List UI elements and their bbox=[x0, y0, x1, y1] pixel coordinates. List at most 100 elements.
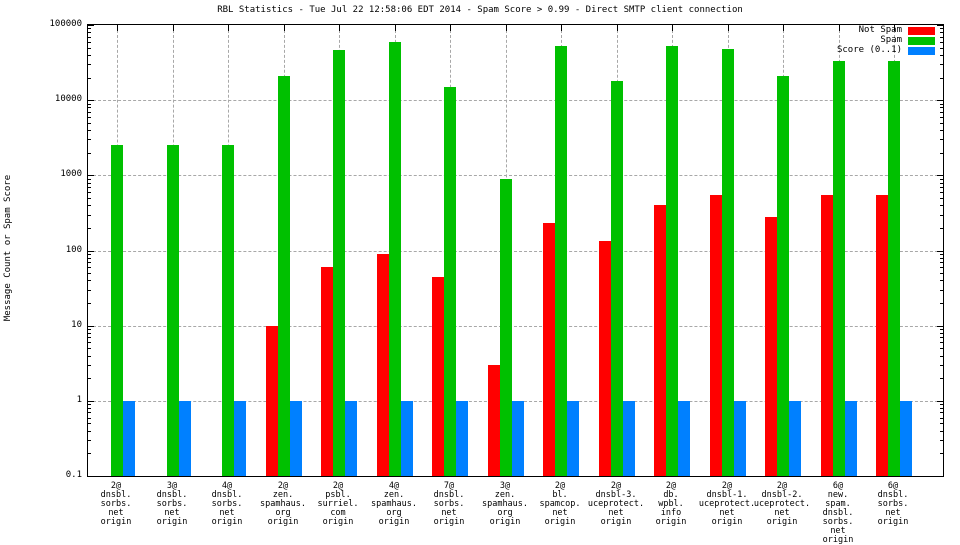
x-tick-label: 2@ db. wpbl. info origin bbox=[655, 481, 687, 527]
bar-not-spam-9 bbox=[599, 241, 611, 476]
legend-swatch bbox=[908, 36, 935, 45]
bar-spam-9 bbox=[611, 81, 623, 476]
bar-spam-1 bbox=[167, 145, 179, 476]
x-tick-label: 3@ dnsbl. sorbs. net origin bbox=[156, 481, 188, 527]
bar-score-0-1--13 bbox=[845, 401, 857, 476]
y-minor-tick-right bbox=[940, 117, 943, 118]
plot-area bbox=[87, 24, 944, 477]
y-minor-tick-left bbox=[88, 112, 91, 113]
y-minor-tick-left bbox=[88, 333, 91, 334]
y-minor-tick-right bbox=[940, 107, 943, 108]
bar-not-spam-4 bbox=[321, 267, 333, 476]
bar-score-0-1--6 bbox=[456, 401, 468, 476]
y-minor-tick-left bbox=[88, 42, 91, 43]
y-minor-tick-right bbox=[940, 342, 943, 343]
y-minor-tick-left bbox=[88, 32, 91, 33]
y-minor-tick-right bbox=[940, 28, 943, 29]
y-minor-tick-left bbox=[88, 348, 91, 349]
y-tick-label: 100 bbox=[65, 245, 82, 255]
legend-swatch bbox=[908, 46, 935, 55]
x-tick-top bbox=[117, 25, 118, 31]
y-minor-tick-right bbox=[940, 215, 943, 216]
y-minor-tick-left bbox=[88, 215, 91, 216]
y-minor-tick-right bbox=[940, 112, 943, 113]
x-tick-label: 2@ psbl. surriel. com origin bbox=[317, 481, 359, 527]
y-minor-tick-right bbox=[940, 290, 943, 291]
y-minor-tick-left bbox=[88, 280, 91, 281]
bar-spam-13 bbox=[833, 61, 845, 476]
y-minor-tick-right bbox=[940, 267, 943, 268]
y-minor-tick-right bbox=[940, 187, 943, 188]
y-minor-tick-left bbox=[88, 55, 91, 56]
bar-not-spam-6 bbox=[432, 277, 444, 476]
y-minor-tick-left bbox=[88, 337, 91, 338]
y-minor-tick-right bbox=[940, 183, 943, 184]
h-gridline bbox=[88, 100, 943, 101]
y-minor-tick-right bbox=[940, 337, 943, 338]
x-tick-top bbox=[228, 25, 229, 31]
y-minor-tick-left bbox=[88, 123, 91, 124]
y-minor-tick-left bbox=[88, 378, 91, 379]
bar-score-0-1--1 bbox=[179, 401, 191, 476]
bar-spam-11 bbox=[722, 49, 734, 476]
h-gridline bbox=[88, 326, 943, 327]
bar-score-0-1--12 bbox=[789, 401, 801, 476]
y-minor-tick-right bbox=[940, 453, 943, 454]
y-minor-tick-right bbox=[940, 356, 943, 357]
y-minor-tick-right bbox=[940, 412, 943, 413]
bar-spam-3 bbox=[278, 76, 290, 476]
y-minor-tick-right bbox=[940, 348, 943, 349]
bar-score-0-1--4 bbox=[345, 401, 357, 476]
bar-spam-2 bbox=[222, 145, 234, 476]
bar-spam-14 bbox=[888, 61, 900, 476]
y-minor-tick-right bbox=[940, 139, 943, 140]
y-minor-tick-left bbox=[88, 48, 91, 49]
y-tick-label: 1000 bbox=[60, 169, 82, 179]
bar-score-0-1--8 bbox=[567, 401, 579, 476]
y-major-tick-left bbox=[88, 100, 94, 101]
y-minor-tick-right bbox=[940, 123, 943, 124]
bar-spam-6 bbox=[444, 87, 456, 476]
y-minor-tick-left bbox=[88, 153, 91, 154]
x-tick-label: 2@ dnsbl-1. uceprotect. net origin bbox=[698, 481, 756, 527]
bar-spam-5 bbox=[389, 42, 401, 476]
x-tick-top bbox=[339, 25, 340, 31]
legend-item: Spam bbox=[755, 36, 935, 45]
legend-label: Spam bbox=[880, 35, 902, 45]
bar-spam-12 bbox=[777, 76, 789, 476]
y-minor-tick-left bbox=[88, 192, 91, 193]
y-minor-tick-left bbox=[88, 440, 91, 441]
legend-item: Score (0..1) bbox=[755, 46, 935, 55]
y-minor-tick-left bbox=[88, 404, 91, 405]
y-minor-tick-right bbox=[940, 258, 943, 259]
bar-not-spam-14 bbox=[876, 195, 888, 476]
y-minor-tick-left bbox=[88, 64, 91, 65]
y-major-tick-left bbox=[88, 326, 94, 327]
legend-label: Not Spam bbox=[858, 25, 902, 35]
x-tick-top bbox=[839, 25, 840, 31]
y-minor-tick-right bbox=[940, 280, 943, 281]
x-tick-label: 2@ dnsbl. sorbs. net origin bbox=[100, 481, 132, 527]
y-minor-tick-right bbox=[940, 198, 943, 199]
y-minor-tick-right bbox=[940, 205, 943, 206]
y-major-tick-right bbox=[937, 401, 943, 402]
bar-score-0-1--10 bbox=[678, 401, 690, 476]
y-minor-tick-right bbox=[940, 192, 943, 193]
y-major-tick-right bbox=[937, 326, 943, 327]
x-tick-label: 3@ zen. spamhaus. org origin bbox=[481, 481, 529, 527]
y-major-tick-right bbox=[937, 476, 943, 477]
bar-not-spam-5 bbox=[377, 254, 389, 476]
bar-not-spam-12 bbox=[765, 217, 777, 476]
y-minor-tick-left bbox=[88, 117, 91, 118]
y-minor-tick-left bbox=[88, 342, 91, 343]
y-minor-tick-left bbox=[88, 78, 91, 79]
bar-not-spam-11 bbox=[710, 195, 722, 476]
y-minor-tick-left bbox=[88, 187, 91, 188]
bar-spam-0 bbox=[111, 145, 123, 476]
y-minor-tick-left bbox=[88, 37, 91, 38]
x-tick-label: 4@ dnsbl. sorbs. net origin bbox=[211, 481, 243, 527]
x-tick-top bbox=[672, 25, 673, 31]
y-minor-tick-left bbox=[88, 179, 91, 180]
x-tick-label: 7@ dnsbl. sorbs. net origin bbox=[433, 481, 465, 527]
